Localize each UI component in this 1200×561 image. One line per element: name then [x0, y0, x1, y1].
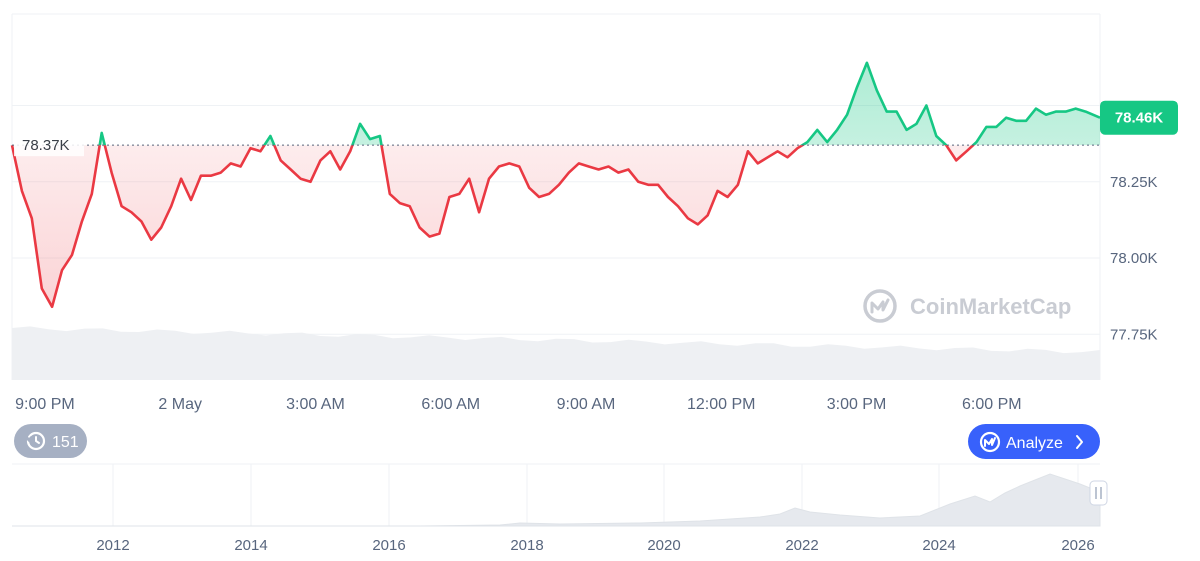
y-tick-label-2: 77.75K	[1110, 326, 1158, 343]
x-tick-label-3: 6:00 AM	[421, 396, 480, 413]
current-price-badge: 78.46K	[1100, 100, 1178, 135]
x-tick-label-0: 9:00 PM	[15, 396, 75, 413]
navigator[interactable]: 2012 2014 2016 2018 2020 2022 2024 2026	[12, 463, 1108, 554]
x-axis-ticks: 9:00 PM 2 May 3:00 AM 6:00 AM 9:00 AM 12:00 P…	[15, 396, 1021, 413]
navigator-history-area	[12, 473, 1101, 527]
navigator-tick-label-5: 2022	[785, 537, 818, 554]
price-line-below	[10, 145, 976, 309]
navigator-tick-label-7: 2026	[1061, 537, 1094, 554]
navigator-tick-label-6: 2024	[922, 537, 955, 554]
x-tick-label-6: 3:00 PM	[827, 396, 887, 413]
x-tick-label-7: 6:00 PM	[962, 396, 1022, 413]
price-line-above	[12, 61, 1101, 146]
history-count: 151	[52, 434, 79, 451]
navigator-tick-label-0: 2012	[96, 537, 129, 554]
y-tick-label-0: 78.25K	[1110, 174, 1158, 191]
watermark-text: CoinMarketCap	[910, 294, 1071, 319]
baseline-label-background	[14, 134, 84, 157]
navigator-handle[interactable]	[1089, 480, 1108, 506]
history-icon	[24, 431, 46, 451]
analyze-label: Analyze	[1006, 435, 1063, 452]
chevron-right-icon	[1076, 435, 1083, 449]
navigator-tick-label-4: 2020	[647, 537, 680, 554]
x-tick-label-4: 9:00 AM	[557, 396, 616, 413]
y-tick-label-1: 78.00K	[1110, 250, 1158, 267]
navigator-tick-label-2: 2016	[372, 537, 405, 554]
analyze-button[interactable]: Analyze	[968, 424, 1100, 459]
coinmarketcap-logo-icon	[979, 431, 1001, 453]
navigator-tick-label-3: 2018	[510, 537, 543, 554]
navigator-tick-label-1: 2014	[234, 537, 267, 554]
y-axis-ticks: 78.25K 78.00K 77.75K	[1110, 174, 1158, 344]
x-tick-label-1: 2 May	[158, 396, 202, 413]
x-tick-label-5: 12:00 PM	[687, 396, 755, 413]
area-below-baseline	[12, 145, 1100, 307]
history-badge[interactable]: 151	[14, 424, 87, 458]
plot-frame	[11, 13, 1101, 380]
coinmarketcap-logo-icon	[863, 289, 897, 323]
watermark: CoinMarketCap	[863, 289, 1071, 323]
current-price-label: 78.46K	[1115, 110, 1164, 127]
volume-area	[12, 326, 1100, 380]
x-tick-label-2: 3:00 AM	[286, 396, 345, 413]
area-above-baseline	[99, 62, 1100, 146]
navigator-year-ticks: 2012 2014 2016 2018 2020 2022 2024 2026	[96, 537, 1094, 554]
baseline-label: 78.37K	[22, 137, 70, 154]
